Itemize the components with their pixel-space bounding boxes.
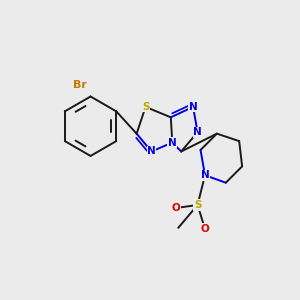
Text: N: N <box>147 146 156 157</box>
Text: Br: Br <box>73 80 87 90</box>
Text: N: N <box>189 102 197 112</box>
Text: N: N <box>193 127 202 137</box>
Text: O: O <box>201 224 209 234</box>
Text: N: N <box>201 170 209 180</box>
Text: S: S <box>142 102 149 112</box>
Text: S: S <box>194 200 201 210</box>
Text: O: O <box>172 203 181 213</box>
Text: N: N <box>168 138 177 148</box>
